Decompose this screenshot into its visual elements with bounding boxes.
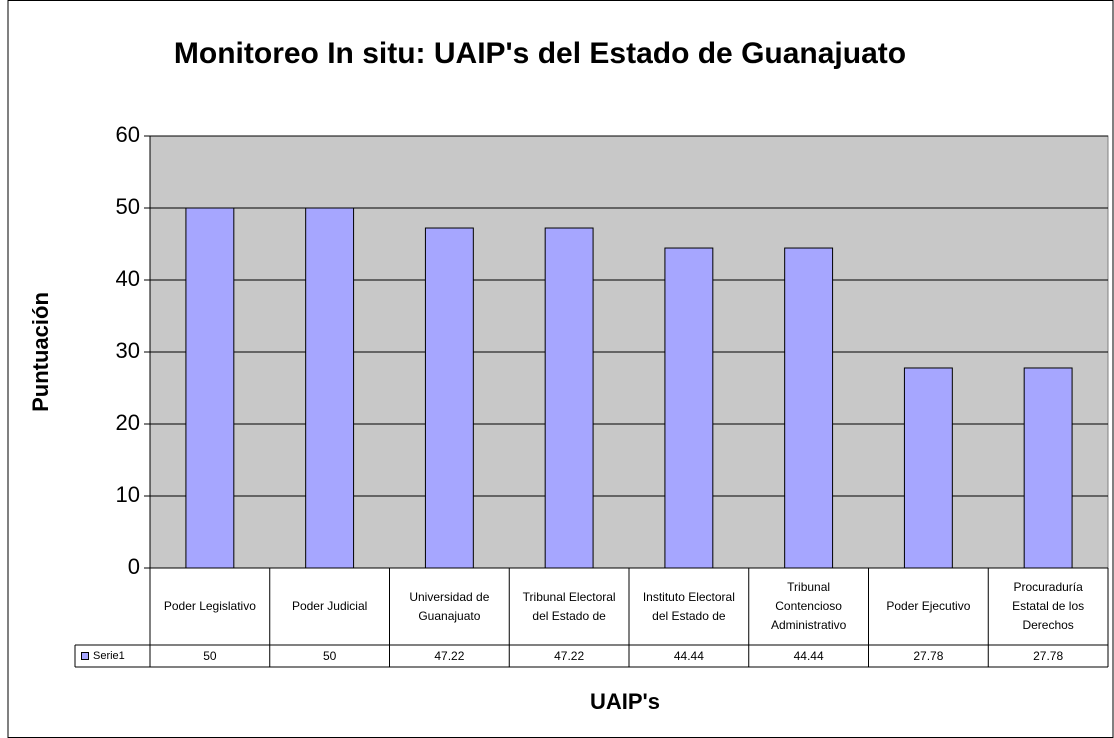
x-tick-label-text: Instituto Electoral del Estado de xyxy=(642,589,735,623)
bar xyxy=(903,367,953,569)
y-tick-label: 20 xyxy=(116,410,140,435)
y-tick-label: 30 xyxy=(116,338,140,363)
legend-cell: Serie1 xyxy=(75,645,150,667)
x-tick-label-text: Procuraduría Estatal de los Derechos xyxy=(1012,580,1085,632)
x-tick-label: Universidad de Guanajuato xyxy=(390,568,510,645)
x-tick-label-text: Universidad de Guanajuato xyxy=(409,589,490,623)
bar xyxy=(305,207,355,569)
table-value: 27.78 xyxy=(988,645,1108,667)
x-tick-label: Tribunal Electoral del Estado de xyxy=(509,568,629,645)
x-tick-label: Poder Legislativo xyxy=(150,568,270,645)
table-value: 27.78 xyxy=(869,645,989,667)
table-value-text: 50 xyxy=(203,648,217,663)
x-tick-label-text: Poder Ejecutivo xyxy=(886,599,971,613)
table-value-text: 47.22 xyxy=(554,648,585,663)
x-tick-label: Instituto Electoral del Estado de xyxy=(629,568,749,645)
table-value-text: 50 xyxy=(322,648,337,663)
bar xyxy=(185,207,235,569)
x-tick-label: Poder Judicial xyxy=(270,568,390,645)
y-tick-label: 40 xyxy=(116,266,140,291)
y-tick-label: 50 xyxy=(116,194,140,219)
table-value: 44.44 xyxy=(749,645,869,667)
legend-swatch xyxy=(81,652,89,660)
table-value-text: 47.22 xyxy=(434,648,465,663)
x-tick-label: Tribunal Contencioso Administrativo xyxy=(749,568,869,645)
chart-title: Monitoreo In situ: UAIP's del Estado de … xyxy=(174,37,906,70)
table-value: 47.22 xyxy=(390,645,510,667)
x-tick-label-text: Poder Legislativo xyxy=(163,599,256,613)
table-value-text: 44.44 xyxy=(793,648,824,663)
y-tick-label: 0 xyxy=(128,554,140,579)
table-value-text: 27.78 xyxy=(1033,648,1064,663)
legend-label: Serie1 xyxy=(93,649,125,662)
x-tick-label-text: Tribunal Electoral del Estado de xyxy=(522,589,616,623)
table-value: 44.44 xyxy=(629,645,749,667)
x-axis-label: UAIP's xyxy=(590,689,660,714)
x-tick-label-text: Poder Judicial xyxy=(291,599,368,613)
y-axis-label: Puntuación xyxy=(28,292,53,412)
table-value: 50 xyxy=(150,645,270,667)
bar xyxy=(784,247,834,569)
table-value: 50 xyxy=(270,645,390,667)
bar xyxy=(1023,367,1073,569)
table-value-text: 27.78 xyxy=(913,648,944,663)
y-tick-label: 60 xyxy=(116,122,140,147)
table-value: 47.22 xyxy=(509,645,629,667)
table-value-text: 44.44 xyxy=(673,648,704,663)
x-tick-label-text: Tribunal Contencioso Administrativo xyxy=(770,580,847,632)
bar xyxy=(544,227,594,569)
bar xyxy=(664,247,714,569)
x-tick-label: Procuraduría Estatal de los Derechos xyxy=(988,568,1108,645)
y-tick-label: 10 xyxy=(116,482,140,507)
bar xyxy=(424,227,474,569)
x-tick-label: Poder Ejecutivo xyxy=(869,568,989,645)
